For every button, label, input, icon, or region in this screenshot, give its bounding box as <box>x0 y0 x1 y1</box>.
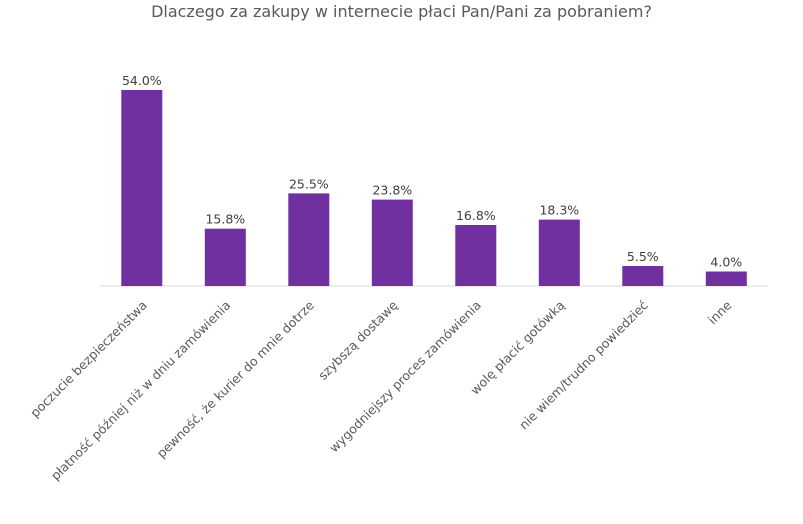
bar-8 <box>705 271 747 286</box>
category-label-3: pewność, że kurier do mnie dotrze <box>154 297 317 460</box>
value-labels-group: 54.0% 15.8% 25.5% 23.8% 16.8% 18.3% 5.5% 4.0% <box>122 73 742 270</box>
bar-3 <box>288 193 330 286</box>
value-label-8: 4.0% <box>710 255 742 270</box>
bar-2 <box>204 228 246 286</box>
category-label-4: szybszą dostawę <box>315 297 401 383</box>
value-label-4: 23.8% <box>372 183 412 198</box>
category-label-2: płatność później niż w dniu zamówienia <box>48 298 234 484</box>
bar-7 <box>622 266 664 286</box>
value-label-1: 54.0% <box>122 73 162 88</box>
value-label-7: 5.5% <box>627 249 659 264</box>
bar-6 <box>538 219 580 286</box>
bars-group <box>121 90 747 286</box>
bar-1 <box>121 90 163 286</box>
value-label-6: 18.3% <box>539 203 579 218</box>
bar-5 <box>455 225 497 286</box>
category-label-5: wygodniejszy proces zamówienia <box>326 298 484 456</box>
bar-4 <box>371 199 413 286</box>
value-label-3: 25.5% <box>289 176 329 191</box>
value-label-5: 16.8% <box>456 208 496 223</box>
category-label-8: inne <box>705 297 735 327</box>
category-label-6: wolę płacić gotówką <box>467 297 567 397</box>
value-label-2: 15.8% <box>205 212 245 227</box>
chart-title: Dlaczego za zakupy w internecie płaci Pa… <box>151 2 652 21</box>
